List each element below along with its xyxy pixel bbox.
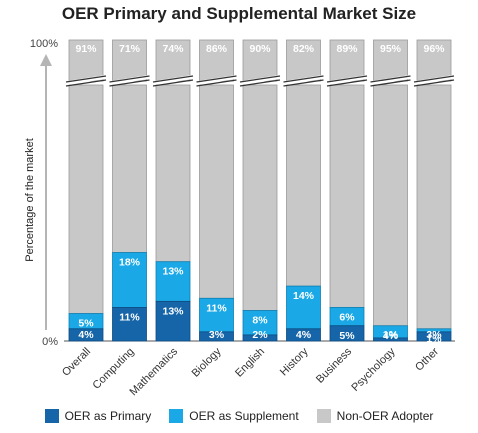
bar-non-oer-6 <box>329 84 365 308</box>
bar-supplement-5 <box>286 285 321 330</box>
x-tick-label-4: English <box>233 346 267 380</box>
bar-non-oer-top-1 <box>112 39 147 82</box>
x-tick-label-5: History <box>278 345 311 378</box>
legend-swatch-non-oer <box>316 409 331 423</box>
x-tick-label-0: Overall <box>60 346 93 379</box>
legend-label-primary: OER as Primary <box>64 409 152 423</box>
bar-non-oer-top-0 <box>68 39 104 82</box>
bar-supplement-3 <box>199 297 234 333</box>
bar-break-line-b-0 <box>65 79 107 87</box>
label-non-oer-5: 82% <box>293 43 315 55</box>
bar-primary-8 <box>416 331 452 342</box>
chart-title: OER Primary and Supplemental Market Size <box>61 4 417 23</box>
bar-break-line-b-4 <box>239 79 281 87</box>
label-primary-6: 5% <box>339 330 355 342</box>
legend-swatch-primary <box>44 409 59 423</box>
bar-primary-5 <box>286 328 321 342</box>
bar-primary-6 <box>329 325 365 342</box>
legend-item-primary: OER as Primary <box>44 409 152 423</box>
label-non-oer-6: 89% <box>336 43 358 55</box>
bar-non-oer-top-2 <box>155 39 191 82</box>
x-tick-label-1: Computing <box>91 346 137 392</box>
bar-primary-2 <box>155 300 191 342</box>
legend: OER as Primary OER as Supplement Non-OER… <box>0 409 478 423</box>
bar-non-oer-top-5 <box>286 39 321 82</box>
bar-non-oer-8 <box>416 84 452 330</box>
bar-primary-7 <box>373 337 408 342</box>
y-tick-label-100: 100% <box>30 38 58 50</box>
label-primary-2: 13% <box>162 305 184 317</box>
label-non-oer-0: 91% <box>75 43 97 55</box>
bar-break-line-a-6 <box>326 75 368 83</box>
label-non-oer-8: 96% <box>423 43 445 55</box>
legend-label-non-oer: Non-OER Adopter <box>336 409 434 423</box>
bar-non-oer-3 <box>199 84 234 299</box>
bar-non-oer-2 <box>155 84 191 263</box>
label-primary-7: 1% <box>383 329 399 341</box>
bar-primary-1 <box>112 307 147 342</box>
label-supplement-3: 11% <box>206 302 227 314</box>
label-supplement-6: 6% <box>339 311 355 323</box>
bar-break-line-b-3 <box>196 79 237 87</box>
label-primary-4: 2% <box>252 329 268 341</box>
label-primary-1: 11% <box>119 311 140 323</box>
label-supplement-2: 13% <box>162 266 184 278</box>
bar-break-line-a-1 <box>109 75 150 83</box>
label-supplement-0: 5% <box>78 318 94 330</box>
bar-break-line-b-5 <box>283 79 324 87</box>
bar-break-line-a-5 <box>283 75 324 83</box>
bar-break-line-a-0 <box>65 75 107 83</box>
bar-break-line-a-2 <box>152 75 194 83</box>
bar-break-line-b-7 <box>370 79 411 87</box>
x-tick-label-7: Psychology <box>349 345 398 394</box>
bar-break-line-b-1 <box>109 79 150 87</box>
bar-non-oer-1 <box>112 84 147 253</box>
label-non-oer-7: 95% <box>380 43 402 55</box>
legend-item-non-oer: Non-OER Adopter <box>316 409 434 423</box>
bar-non-oer-5 <box>286 84 321 287</box>
legend-item-supplement: OER as Supplement <box>169 409 299 423</box>
bar-primary-4 <box>242 334 278 342</box>
y-tick-label-0: 0% <box>42 336 58 348</box>
bar-break-line-b-6 <box>326 79 368 87</box>
bar-primary-0 <box>68 328 104 342</box>
x-tick-label-8: Other <box>413 345 441 373</box>
label-non-oer-3: 86% <box>206 43 228 55</box>
bar-break-line-b-8 <box>413 79 455 87</box>
bars-group: 91%5%4%Overall71%18%11%Computing74%13%13… <box>60 39 455 398</box>
bar-non-oer-top-4 <box>242 39 278 82</box>
label-non-oer-4: 90% <box>249 43 271 55</box>
bar-non-oer-top-8 <box>416 39 452 82</box>
y-axis-arrowhead <box>40 54 52 66</box>
legend-swatch-supplement <box>169 409 184 423</box>
label-non-oer-2: 74% <box>162 43 184 55</box>
bar-break-line-a-8 <box>413 75 455 83</box>
y-axis-label: Percentage of the market <box>24 138 36 262</box>
x-tick-label-3: Biology <box>190 345 224 379</box>
bar-break-line-a-4 <box>239 75 281 83</box>
bar-non-oer-top-6 <box>329 39 365 82</box>
bar-non-oer-7 <box>373 84 408 327</box>
bar-primary-3 <box>199 331 234 342</box>
label-primary-5: 4% <box>296 329 312 341</box>
bar-break-line-a-3 <box>196 75 237 83</box>
label-supplement-7: 4% <box>383 330 399 342</box>
label-supplement-4: 8% <box>252 315 268 327</box>
label-non-oer-1: 71% <box>119 43 141 55</box>
label-supplement-1: 18% <box>119 257 141 269</box>
bar-break-line-b-2 <box>152 79 194 87</box>
bar-supplement-1 <box>112 252 147 308</box>
bar-break-line-a-7 <box>370 75 411 83</box>
bar-non-oer-0 <box>68 84 104 314</box>
legend-label-supplement: OER as Supplement <box>189 409 299 423</box>
label-primary-0: 4% <box>78 329 94 341</box>
label-supplement-5: 14% <box>293 290 315 302</box>
label-primary-3: 3% <box>209 329 225 341</box>
label-primary-8: 3% <box>426 329 442 341</box>
label-supplement-8: 1% <box>426 333 442 345</box>
bar-non-oer-4 <box>242 84 278 311</box>
x-tick-label-6: Business <box>314 345 354 385</box>
